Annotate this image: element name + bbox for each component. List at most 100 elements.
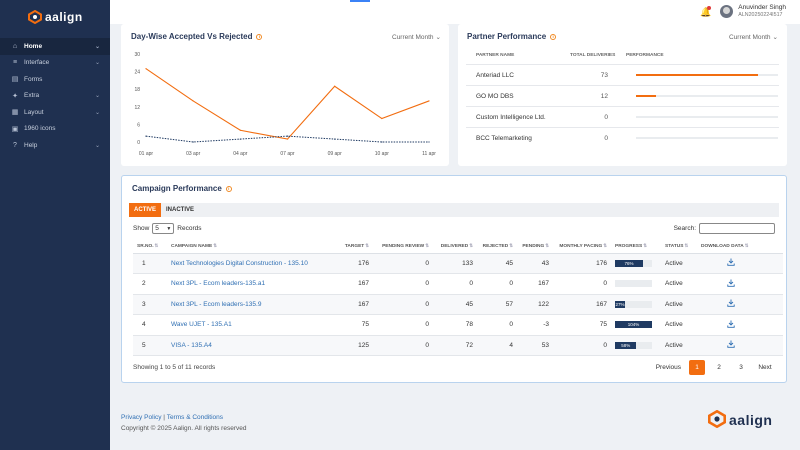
pagination-next[interactable]: Next: [758, 364, 772, 371]
sidebar-item-forms[interactable]: ▤ Forms: [0, 71, 110, 88]
column-header-rejected[interactable]: REJECTED⇅: [477, 239, 517, 254]
day-wise-filter-label: Current Month: [392, 33, 434, 41]
pagination-previous[interactable]: Previous: [655, 364, 681, 371]
cell-status: Active: [661, 253, 697, 274]
column-header-pending[interactable]: PENDING⇅: [517, 239, 553, 254]
sidebar-item-help[interactable]: ? Help ⌄: [0, 137, 110, 154]
cell-target: 176: [337, 253, 373, 274]
pagination-page-1[interactable]: 1: [689, 360, 705, 375]
grid-icon: ▣: [11, 125, 19, 133]
column-header-label: CAMPAIGN NAME: [171, 243, 213, 249]
cell-pacing: 167: [553, 294, 611, 315]
series-2-point: [428, 141, 430, 143]
sidebar-item-extra[interactable]: ✦ Extra ⌄: [0, 88, 110, 105]
tab-inactive[interactable]: INACTIVE: [166, 207, 195, 213]
day-wise-line-chart: 0 6 12 18 24 30 01 apr 03 apr 04 apr 07 apr 09 apr…: [134, 52, 436, 157]
column-header-campaign-name[interactable]: CAMPAIGN NAME⇅: [167, 239, 337, 254]
pagination: Previous 1 2 3 Next: [656, 360, 773, 375]
partner-table-header: PARTNER NAME TOTAL DELIVERIES PERFORMANC…: [466, 53, 779, 63]
search-input[interactable]: [699, 223, 775, 234]
cell-sr: 4: [133, 314, 167, 336]
layout-icon: ▦: [11, 109, 19, 117]
cell-sr: 1: [133, 253, 167, 274]
download-icon[interactable]: [727, 258, 735, 268]
x-tick-label: 09 apr: [328, 151, 343, 157]
user-menu[interactable]: 🔔 Anuvinder Singh ALN20250224I517: [700, 4, 786, 19]
column-header-target[interactable]: TARGET⇅: [337, 239, 373, 254]
x-tick-label: 01 apr: [139, 151, 154, 157]
notification-dot: [707, 5, 712, 10]
column-header-download-data[interactable]: DOWNLOAD DATA⇅: [697, 239, 783, 254]
sidebar-item-layout[interactable]: ▦ Layout ⌄: [0, 104, 110, 121]
column-header-sr-no[interactable]: SR.NO.⇅: [133, 239, 167, 254]
table-row: 3 Next 3PL - Ecom leaders-135.9 167 0 45 57 12…: [133, 294, 783, 315]
column-header-label: REJECTED: [482, 243, 509, 249]
cell-pending: 43: [517, 253, 553, 274]
info-icon[interactable]: i: [225, 185, 232, 192]
cell-pacing: 176: [553, 253, 611, 274]
campaign-name-link[interactable]: VISA - 135.A4: [167, 335, 337, 356]
download-icon[interactable]: [727, 320, 735, 330]
column-header-status[interactable]: STATUS⇅: [661, 239, 697, 254]
y-tick-label: 24: [134, 70, 140, 76]
campaign-name-link[interactable]: Next Technologies Digital Construction -…: [167, 253, 337, 274]
progress-bar: 76%: [615, 259, 652, 267]
cell-pending: 53: [517, 335, 553, 356]
partner-filter-dropdown[interactable]: Current Month ⌄: [729, 33, 778, 42]
tab-active[interactable]: ACTIVE: [129, 203, 162, 217]
pagination-page-2[interactable]: 2: [717, 364, 721, 371]
download-icon[interactable]: [727, 340, 735, 350]
cell-pending: -3: [517, 314, 553, 336]
sidebar-item-home[interactable]: ⌂ Home ⌄: [0, 38, 110, 55]
info-icon[interactable]: i: [550, 33, 557, 40]
campaign-tabs: ACTIVE INACTIVE: [129, 203, 779, 217]
day-wise-filter-dropdown[interactable]: Current Month ⌄: [392, 33, 441, 42]
sort-icon: ⇅: [213, 242, 217, 248]
avatar[interactable]: [720, 5, 734, 18]
series-2-point: [192, 141, 194, 143]
column-header-monthly-pacing[interactable]: MONTHLY PACING⇅: [553, 239, 611, 254]
campaign-name-link[interactable]: Next 3PL - Ecom leaders-135.9: [167, 294, 337, 315]
series-1-point: [334, 85, 336, 87]
cell-status: Active: [661, 273, 697, 295]
layers-icon: ≡: [12, 59, 18, 67]
series-1-point: [381, 117, 383, 120]
column-header-delivered[interactable]: DELIVERED⇅: [433, 239, 477, 254]
day-wise-chart-title: Day-Wise Accepted Vs Rejected: [131, 32, 253, 41]
copyright-text: Copyright © 2025 Aalign. All rights rese…: [121, 425, 247, 432]
progress-bar-fill: 104%: [615, 321, 652, 329]
bell-icon[interactable]: 🔔: [700, 5, 712, 17]
sidebar-item-1960-icons[interactable]: ▣ 1960 icons: [0, 121, 110, 138]
sidebar-item-label: Interface: [24, 59, 50, 67]
terms-link[interactable]: Terms & Conditions: [166, 414, 224, 421]
info-icon[interactable]: i: [256, 33, 263, 40]
cell-pending-review: 0: [373, 335, 433, 356]
sidebar-nav: ⌂ Home ⌄ ≡ Interface ⌄ ▤ Forms ✦ Extra ⌄ ▦ Layout ⌄ ▣ 1…: [0, 38, 110, 154]
chevron-down-icon: ⌄: [94, 60, 100, 67]
privacy-policy-link[interactable]: Privacy Policy: [121, 414, 162, 421]
column-header-progress[interactable]: PROGRESS⇅: [611, 239, 661, 254]
pagination-page-3[interactable]: 3: [739, 364, 743, 371]
performance-bar: [636, 137, 778, 139]
footer: Privacy Policy | Terms & Conditions Copy…: [121, 412, 246, 434]
cell-delivered: 72: [433, 335, 477, 356]
campaign-table-body: 1 Next Technologies Digital Construction …: [133, 253, 783, 356]
series-line-1: [145, 68, 430, 140]
series-2-point: [334, 138, 336, 140]
active-tab-indicator: [350, 0, 370, 2]
campaign-name-link[interactable]: Wave UJET - 135.A1: [167, 314, 337, 336]
column-header-pending-review[interactable]: PENDING REVIEW⇅: [373, 239, 433, 254]
cell-status: Active: [661, 335, 697, 356]
day-wise-chart-card: Day-Wise Accepted Vs Rejected i Current …: [121, 24, 449, 166]
download-icon[interactable]: [727, 279, 735, 289]
cell-pending: 122: [517, 294, 553, 315]
partner-name: Anteriad LLC: [476, 71, 514, 79]
cell-target: 167: [337, 294, 373, 315]
cell-sr: 2: [133, 273, 167, 295]
sidebar-item-interface[interactable]: ≡ Interface ⌄: [0, 55, 110, 72]
download-icon[interactable]: [727, 299, 735, 309]
brand-logo[interactable]: aalign: [0, 0, 110, 34]
sort-icon: ⇅: [643, 242, 647, 248]
campaign-name-link[interactable]: Next 3PL - Ecom leaders-135.a1: [167, 273, 337, 295]
records-per-page-select[interactable]: 5 ▼: [152, 223, 175, 234]
